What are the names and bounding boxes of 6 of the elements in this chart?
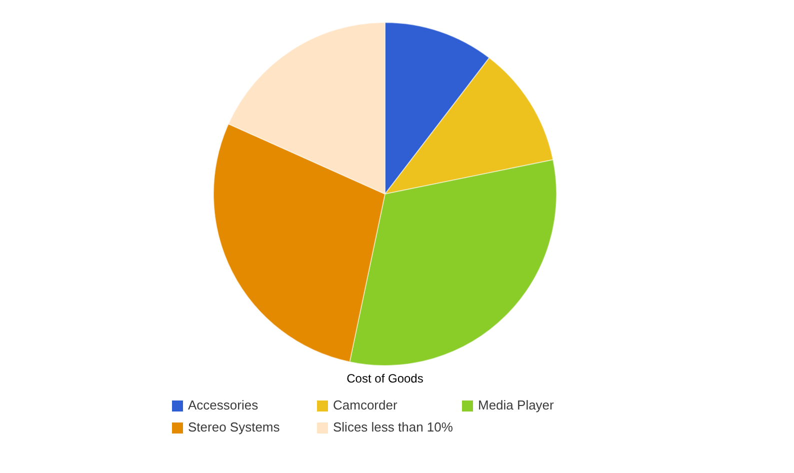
legend-label: Accessories [188,398,259,413]
legend-label: Camcorder [333,398,398,413]
text: Cost of Goods [346,371,424,386]
legend-label: Media Player [478,398,555,413]
legend-label: Slices less than 10% [333,420,454,435]
legend-label: Stereo Systems [188,420,280,435]
